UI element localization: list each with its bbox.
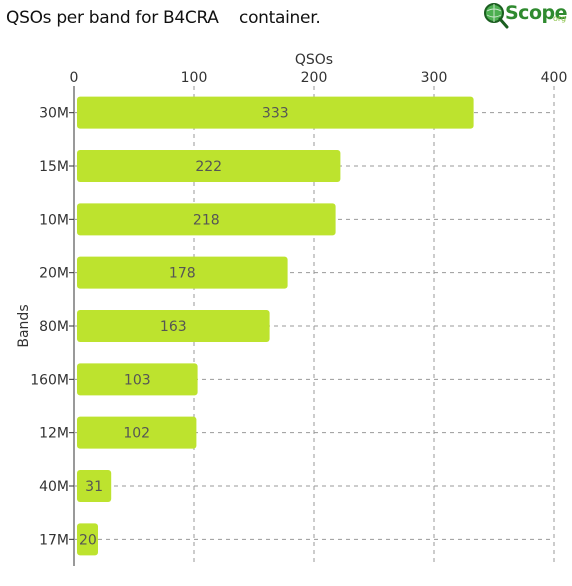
bar-value-label: 102 — [123, 426, 150, 442]
y-tick-label: 40M — [39, 479, 69, 495]
logo-wordmark: Scope — [505, 2, 568, 24]
x-tick-label: 400 — [541, 70, 568, 86]
bar-value-label: 31 — [85, 479, 103, 495]
bar-value-label: 178 — [169, 266, 196, 282]
bar — [77, 150, 341, 182]
bar — [77, 256, 288, 289]
bar — [77, 203, 336, 236]
chart-title: QSOs per band for B4CRA container. — [6, 8, 321, 28]
bar-value-label: 218 — [193, 212, 220, 228]
x-tick-label: 100 — [181, 70, 208, 86]
y-tick-labels: 30M 15M 10M 20M 80M 160M 12M 40M 17M — [30, 106, 69, 549]
x-tick-label: 0 — [70, 70, 79, 86]
qscope-logo: Scope org — [483, 0, 569, 32]
bar-value-label: 222 — [195, 159, 222, 175]
bar — [77, 523, 98, 556]
bar — [77, 310, 270, 342]
bar-value-label: 333 — [262, 106, 289, 122]
magnifier-globe-icon — [484, 3, 509, 29]
x-axis-title: QSOs — [295, 52, 333, 68]
bars: 333 222 218 178 163 103 102 31 20 — [77, 96, 474, 556]
y-tick-label: 30M — [39, 106, 69, 122]
bar — [77, 470, 112, 502]
y-tick-label: 12M — [39, 426, 69, 442]
x-tick-labels: 0 100 200 300 400 — [70, 70, 568, 86]
bar — [77, 363, 198, 396]
y-axis-title: Bands — [16, 304, 32, 347]
y-tick-label: 160M — [30, 372, 69, 388]
y-tick-label: 17M — [39, 532, 69, 548]
bar-value-label: 103 — [124, 372, 151, 388]
bar-value-label: 20 — [79, 532, 97, 548]
y-tick-label: 80M — [39, 319, 69, 335]
bar-value-label: 163 — [160, 319, 187, 335]
x-tick-label: 300 — [421, 70, 448, 86]
bar — [77, 96, 474, 129]
y-tick-label: 20M — [39, 266, 69, 282]
x-tick-label: 200 — [301, 70, 328, 86]
bar — [77, 416, 197, 449]
y-tick-label: 15M — [39, 159, 69, 175]
y-tick-label: 10M — [39, 212, 69, 228]
logo-suffix: org — [553, 14, 567, 23]
